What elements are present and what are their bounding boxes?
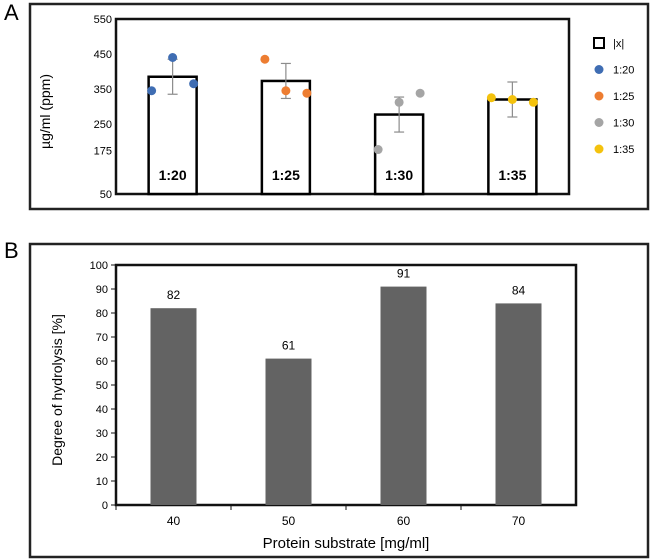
y-tick-label-b: 50 — [96, 380, 108, 392]
y-tick-label-b: 40 — [96, 404, 108, 416]
y-tick-label-b: 30 — [96, 428, 108, 440]
y-tick-label-a: 350 — [94, 84, 112, 96]
y-axis-label-a: µg/ml (ppm) — [37, 74, 53, 149]
y-tick-label-b: 60 — [96, 356, 108, 368]
legend-swatch-point — [594, 118, 604, 127]
data-point-a — [415, 88, 425, 98]
y-tick-label-b: 80 — [96, 308, 108, 320]
bar-b-40 — [150, 308, 197, 505]
y-tick-label-b: 0 — [102, 500, 108, 512]
panel-b-frame — [28, 242, 650, 559]
data-point-a — [486, 93, 496, 103]
y-tick-label-a: 50 — [100, 189, 112, 201]
y-tick-label-b: 10 — [96, 476, 108, 488]
x-axis-label-b: Protein substrate [mg/ml] — [263, 535, 430, 552]
y-tick-label-a: 550 — [94, 14, 112, 26]
legend-swatch-mean — [593, 37, 605, 49]
legend-label-a: 1:20 — [613, 65, 634, 77]
bar-label-a: 1:20 — [159, 167, 187, 183]
bar-b-70 — [495, 303, 542, 505]
legend-label-a: 1:30 — [613, 118, 634, 130]
y-tick-label-b: 20 — [96, 452, 108, 464]
data-point-a — [373, 145, 383, 155]
legend-label-a: |x| — [613, 38, 624, 50]
data-label-b: 82 — [167, 288, 181, 302]
y-axis-label-b: Degree of hydrolysis [%] — [49, 314, 65, 466]
legend-label-a: 1:35 — [613, 144, 634, 156]
panel-b-label: B — [4, 238, 19, 263]
y-tick-label-a: 450 — [94, 49, 112, 61]
data-point-a — [528, 97, 538, 107]
legend-swatch-point — [594, 65, 604, 74]
panel-a-frame — [28, 2, 650, 211]
bar-label-a: 1:25 — [272, 167, 300, 183]
bar-a-1:25 — [260, 79, 312, 196]
data-label-b: 84 — [512, 283, 526, 297]
plot-a-frame — [114, 17, 571, 196]
bar-label-a: 1:30 — [385, 167, 413, 183]
legend-label-a: 1:25 — [613, 91, 634, 103]
y-tick-label-a: 250 — [94, 119, 112, 131]
y-tick-label-b: 90 — [96, 284, 108, 296]
data-point-a — [260, 54, 270, 64]
x-tick-label-b: 60 — [397, 514, 411, 528]
data-point-a — [394, 97, 404, 107]
legend-swatch-point — [594, 91, 604, 101]
data-point-a — [302, 88, 312, 98]
x-tick-label-b: 70 — [512, 514, 526, 528]
data-point-a — [281, 86, 291, 96]
data-point-a — [168, 53, 178, 62]
bar-b-50 — [265, 358, 312, 505]
data-label-b: 61 — [282, 339, 296, 353]
x-tick-label-b: 50 — [282, 514, 296, 528]
bar-label-a: 1:35 — [498, 167, 526, 183]
data-point-a — [189, 79, 199, 89]
y-tick-label-b: 70 — [96, 332, 108, 344]
y-tick-label-b: 100 — [90, 260, 108, 272]
data-point-a — [507, 95, 517, 104]
x-tick-label-b: 40 — [167, 514, 181, 528]
bar-b-60 — [380, 286, 427, 505]
data-point-a — [147, 86, 157, 96]
legend-swatch-point — [594, 144, 604, 154]
panel-a-label: A — [4, 0, 19, 25]
data-label-b: 91 — [397, 267, 411, 281]
y-tick-label-a: 175 — [94, 145, 112, 157]
